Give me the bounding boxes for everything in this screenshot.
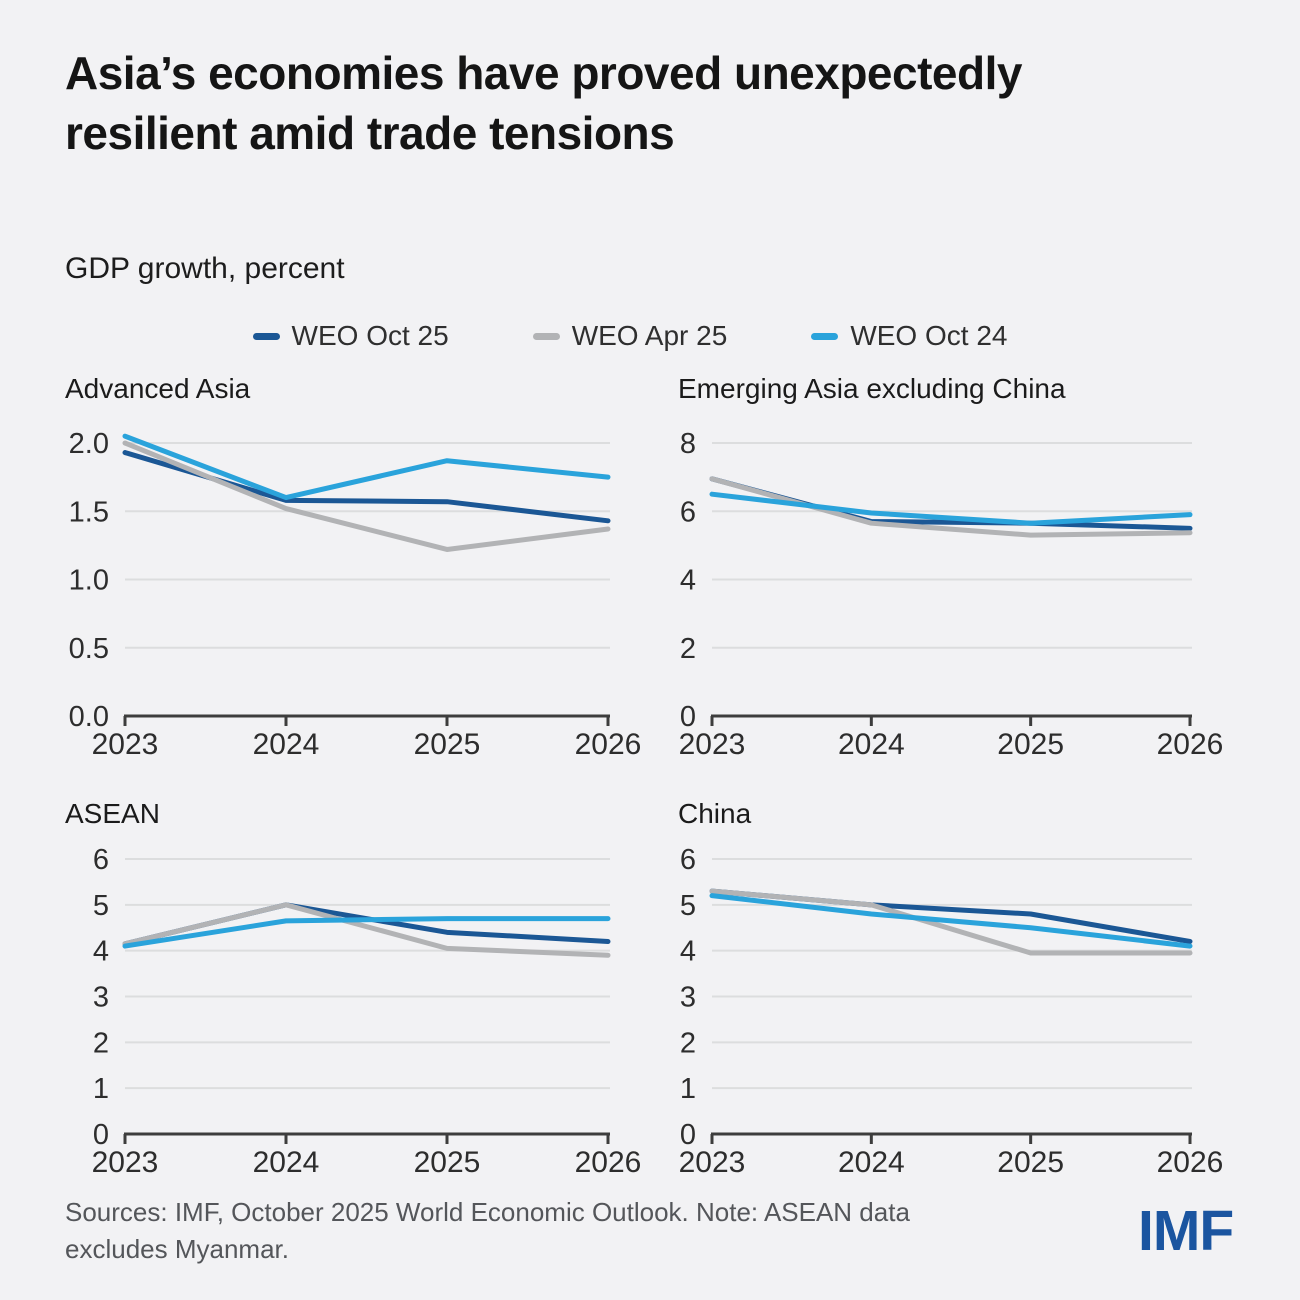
series-line-weo-apr-25: [122, 902, 611, 958]
chart-advanced-asia: Advanced Asia 0.0 0.5 1.0 1.5 2.0 2023 2024 202…: [65, 365, 665, 775]
page-title: Asia’s economies have proved unexpectedl…: [65, 47, 1022, 159]
y-tick-label: 5: [680, 890, 696, 922]
series-line-weo-oct-24: [709, 893, 1193, 949]
x-tick-label: 2023: [92, 728, 159, 761]
legend-label-weo-apr-25: WEO Apr 25: [571, 320, 728, 351]
legend-item-weo-apr-25: WEO Apr 25: [532, 320, 728, 352]
y-tick-label: 0.0: [69, 701, 109, 733]
y-tick-label: 1.0: [69, 565, 109, 597]
y-tick-label: 6: [680, 496, 696, 528]
legend-item-weo-oct-24: WEO Oct 24: [811, 320, 1007, 352]
x-tick-label: 2026: [575, 728, 642, 761]
legend-swatch-weo-oct-25: [252, 332, 280, 340]
y-tick-label: 4: [680, 565, 696, 597]
y-tick-label: 1: [93, 1073, 109, 1105]
footer-note: Sources: IMF, October 2025 World Economi…: [65, 1194, 1025, 1268]
y-tick-label: 0.5: [69, 633, 109, 665]
x-tick-label: 2026: [575, 1146, 642, 1179]
series-line-weo-oct-24: [122, 916, 611, 949]
chart-plot-asean: 0 1 2 3 4 5 6 2023 2024 2025 2026: [92, 844, 642, 1179]
y-tick-label: 8: [680, 428, 696, 460]
x-tick-label: 2023: [679, 1146, 746, 1179]
y-tick-label: 5: [93, 890, 109, 922]
x-tick-label: 2025: [997, 728, 1064, 761]
y-tick-label: 0: [680, 701, 696, 733]
chart-plot-advanced-asia: 0.0 0.5 1.0 1.5 2.0 2023 2024 2025 2026: [69, 428, 642, 761]
legend-item-weo-oct-25: WEO Oct 25: [252, 320, 449, 352]
series-line-weo-apr-25: [709, 476, 1193, 538]
chart-asean: ASEAN 0 1 2 3 4 5 6 2023 2024 2025 2026: [65, 790, 665, 1190]
y-tick-label: 6: [680, 844, 696, 876]
y-tick-label: 2: [680, 1027, 696, 1059]
y-tick-label: 2: [680, 633, 696, 665]
y-tick-label: 6: [93, 844, 109, 876]
y-tick-label: 2: [93, 1027, 109, 1059]
imf-logo: IMF: [1138, 1199, 1234, 1263]
chart-title-advanced-asia: Advanced Asia: [65, 373, 251, 404]
y-tick-label: 3: [93, 982, 109, 1014]
y-tick-label: 3: [680, 982, 696, 1014]
footer-note-line-2: excludes Myanmar.: [65, 1233, 289, 1264]
legend-label-weo-oct-24: WEO Oct 24: [850, 320, 1008, 351]
legend-label-weo-oct-25: WEO Oct 25: [291, 320, 449, 351]
legend-swatch-weo-apr-25: [532, 332, 560, 340]
chart-plot-china: 0 1 2 3 4 5 6 2023 2024 2025 2026: [679, 844, 1224, 1179]
chart-subtitle: GDP growth, percent: [65, 252, 345, 285]
chart-plot-emerging-asia: 0 2 4 6 8 2023 2024 2025 2026: [679, 428, 1224, 761]
y-tick-label: 4: [680, 936, 696, 968]
x-tick-label: 2024: [253, 1146, 320, 1179]
series-line-weo-apr-25: [122, 440, 611, 552]
x-tick-label: 2025: [414, 1146, 481, 1179]
y-tick-label: 0: [93, 1119, 109, 1151]
x-tick-label: 2024: [838, 728, 905, 761]
y-tick-label: 1: [680, 1073, 696, 1105]
y-tick-label: 1.5: [69, 496, 109, 528]
chart-emerging-asia-excluding-china: Emerging Asia excluding China 0 2 4 6 8 2023 2…: [678, 365, 1258, 775]
chart-china: China 0 1 2 3 4 5 6 2023 2024 2025 2026: [678, 790, 1258, 1190]
x-tick-label: 2025: [997, 1146, 1064, 1179]
chart-title-asean: ASEAN: [65, 798, 160, 829]
series-line-weo-oct-24: [122, 433, 611, 501]
legend: WEO Oct 25 WEO Apr 25 WEO Oct 24: [0, 320, 1260, 352]
x-tick-label: 2026: [1157, 1146, 1224, 1179]
x-tick-label: 2026: [1157, 728, 1224, 761]
x-tick-label: 2025: [414, 728, 481, 761]
x-tick-label: 2023: [92, 1146, 159, 1179]
series-line-weo-oct-24: [709, 491, 1193, 526]
chart-title-china: China: [678, 798, 752, 829]
x-tick-label: 2024: [838, 1146, 905, 1179]
x-tick-label: 2023: [679, 728, 746, 761]
chart-title-emerging-asia: Emerging Asia excluding China: [678, 373, 1066, 404]
y-tick-label: 2.0: [69, 428, 109, 460]
series-line-weo-apr-25: [709, 888, 1193, 956]
y-tick-label: 4: [93, 936, 109, 968]
footer-note-line-1: Sources: IMF, October 2025 World Economi…: [65, 1197, 910, 1227]
x-tick-label: 2024: [253, 728, 320, 761]
legend-swatch-weo-oct-24: [811, 332, 839, 340]
y-tick-label: 0: [680, 1119, 696, 1151]
